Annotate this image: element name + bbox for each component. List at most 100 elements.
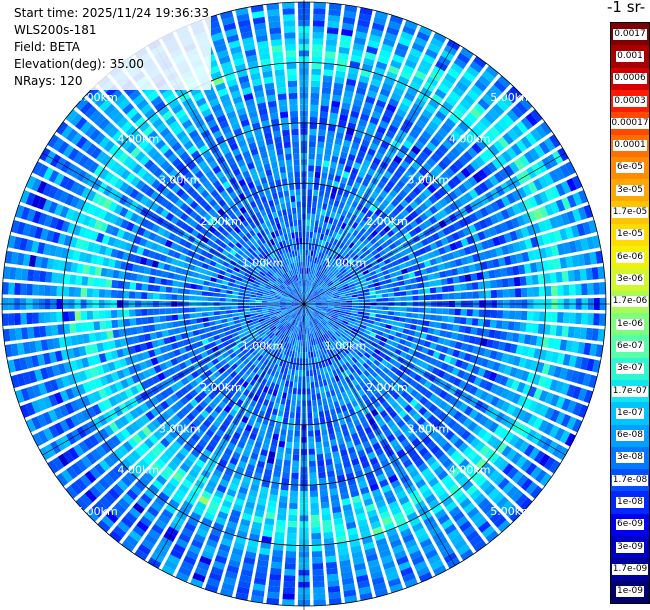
range-gate bbox=[267, 306, 274, 309]
range-gate bbox=[398, 37, 412, 47]
range-gate bbox=[315, 300, 322, 303]
range-gate bbox=[309, 300, 316, 303]
range-gate bbox=[455, 493, 468, 505]
range-gate bbox=[260, 281, 267, 286]
range-gate bbox=[264, 316, 271, 320]
range-gate bbox=[371, 274, 378, 280]
range-gate bbox=[414, 270, 422, 277]
range-gate bbox=[182, 339, 190, 346]
range-gate bbox=[22, 371, 32, 385]
range-gate bbox=[405, 312, 413, 318]
range-gate bbox=[253, 421, 261, 429]
range-gate bbox=[124, 511, 138, 524]
range-gate bbox=[465, 484, 478, 496]
range-gate bbox=[395, 517, 407, 527]
range-gate bbox=[465, 112, 478, 124]
range-gate bbox=[338, 352, 345, 359]
range-gate bbox=[343, 339, 350, 346]
range-gate bbox=[389, 583, 404, 594]
range-gate bbox=[322, 203, 328, 210]
range-gate bbox=[28, 254, 37, 267]
range-gate bbox=[396, 555, 409, 566]
range-gate bbox=[19, 237, 28, 251]
range-gate bbox=[359, 348, 366, 355]
range-gate bbox=[402, 414, 412, 423]
range-gate bbox=[15, 327, 23, 341]
range-gate bbox=[275, 358, 281, 366]
range-gate bbox=[297, 309, 301, 315]
range-gate bbox=[359, 227, 367, 235]
range-gate bbox=[375, 294, 383, 298]
range-gate bbox=[551, 244, 560, 257]
range-gate bbox=[219, 505, 231, 515]
range-gate bbox=[364, 259, 371, 266]
range-gate bbox=[229, 378, 237, 387]
range-gate bbox=[401, 268, 409, 275]
range-gate bbox=[75, 397, 86, 410]
range-gate bbox=[312, 201, 317, 209]
range-gate bbox=[73, 444, 85, 457]
range-gate bbox=[313, 310, 319, 315]
range-gate bbox=[196, 340, 204, 348]
range-gate bbox=[255, 307, 263, 310]
range-gate bbox=[212, 522, 225, 532]
range-gate bbox=[167, 445, 178, 455]
range-gate bbox=[393, 113, 404, 123]
range-gate bbox=[116, 369, 125, 380]
range-gate bbox=[348, 483, 358, 492]
range-gate bbox=[116, 462, 128, 474]
range-gate bbox=[553, 338, 562, 350]
range-gate bbox=[213, 267, 221, 274]
range-gate bbox=[105, 373, 114, 384]
range-gate bbox=[369, 437, 379, 446]
range-gate bbox=[418, 353, 427, 361]
range-gate bbox=[291, 303, 298, 304]
range-gate bbox=[406, 418, 416, 428]
range-gate bbox=[353, 438, 361, 446]
range-gate bbox=[484, 448, 495, 460]
range-gate bbox=[64, 193, 75, 206]
range-gate bbox=[533, 348, 542, 359]
range-gate bbox=[182, 416, 192, 426]
range-gate bbox=[311, 532, 322, 540]
range-gate bbox=[325, 555, 337, 563]
range-gate bbox=[555, 396, 566, 409]
range-gate bbox=[322, 347, 328, 355]
range-gate bbox=[326, 292, 333, 296]
range-gate bbox=[207, 311, 215, 317]
range-gate bbox=[445, 501, 458, 513]
range-gate bbox=[367, 148, 376, 157]
range-gate bbox=[282, 320, 288, 326]
range-gate bbox=[341, 577, 355, 586]
range-gate bbox=[314, 308, 321, 312]
range-gate bbox=[120, 219, 130, 229]
range-gate bbox=[284, 453, 292, 461]
range-gate bbox=[19, 190, 30, 204]
range-gate bbox=[391, 277, 398, 283]
range-gate bbox=[38, 312, 45, 324]
range-gate bbox=[311, 387, 316, 395]
range-gate bbox=[341, 454, 350, 463]
range-gate bbox=[445, 167, 455, 178]
range-gate bbox=[354, 322, 361, 327]
range-gate bbox=[283, 329, 289, 335]
range-gate bbox=[369, 483, 380, 492]
range-gate bbox=[206, 538, 218, 549]
range-gate bbox=[419, 212, 428, 222]
range-gate bbox=[54, 203, 64, 216]
range-gate bbox=[299, 304, 304, 309]
range-gate bbox=[408, 190, 418, 200]
range-gate bbox=[201, 291, 209, 296]
range-gate bbox=[266, 506, 276, 514]
range-gate bbox=[297, 388, 302, 395]
range-gate bbox=[252, 320, 260, 325]
range-gate bbox=[189, 389, 198, 398]
range-gate bbox=[333, 308, 340, 311]
range-gate bbox=[304, 309, 307, 316]
range-gate bbox=[259, 331, 266, 337]
range-gate bbox=[298, 302, 304, 304]
range-gate bbox=[301, 328, 304, 335]
range-gate bbox=[580, 237, 589, 251]
range-gate bbox=[358, 243, 365, 250]
range-gate bbox=[309, 466, 317, 473]
